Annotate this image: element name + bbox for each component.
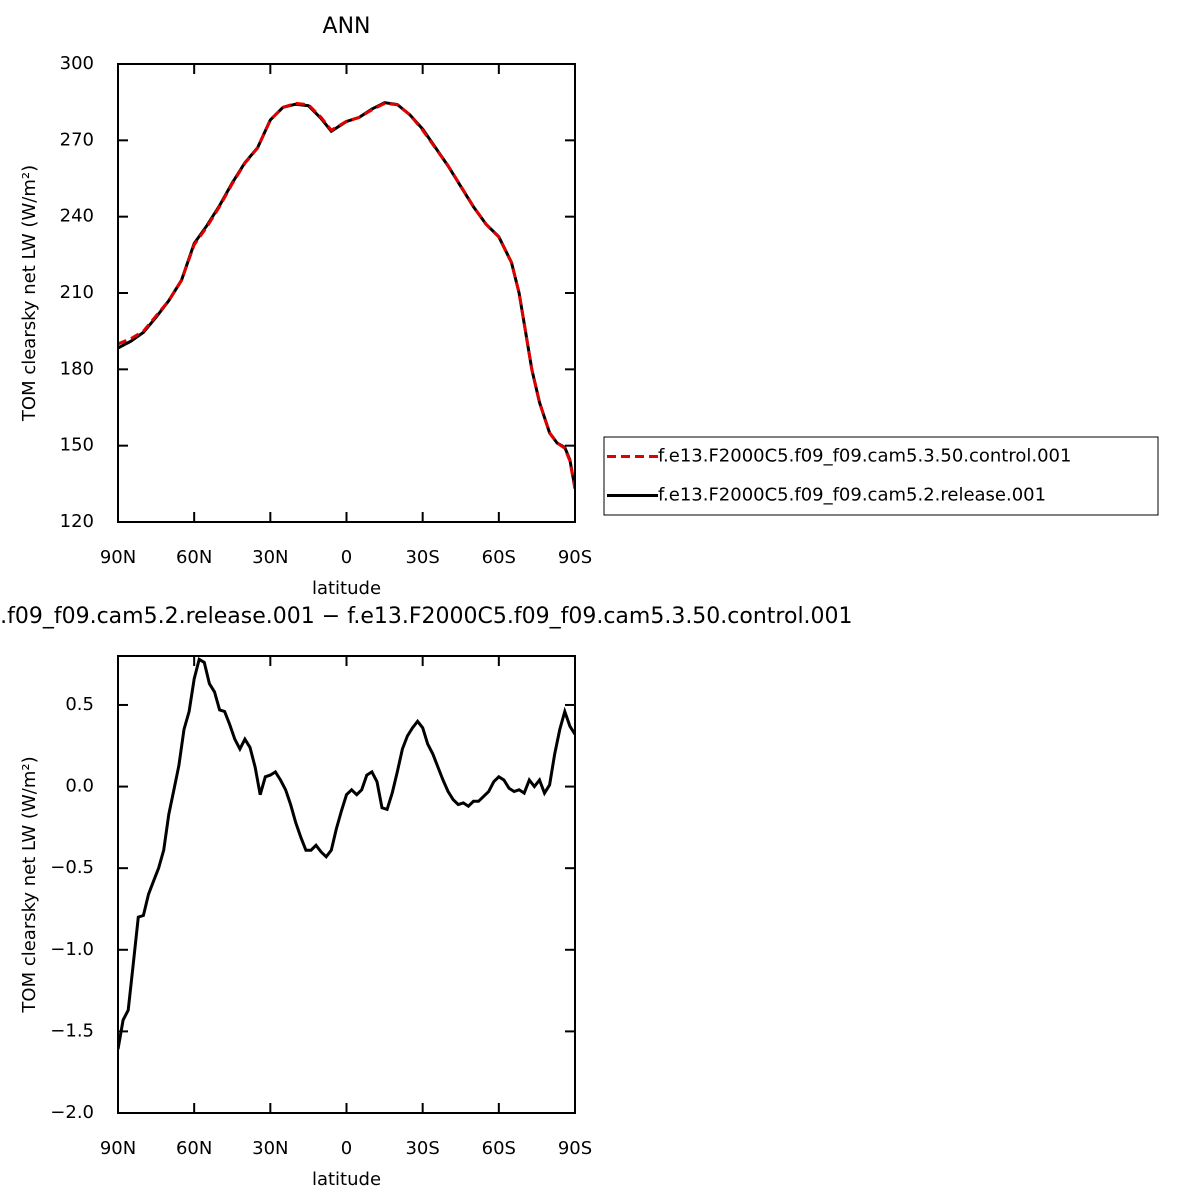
x-tick-label: 90N [100, 547, 136, 568]
y-tick-label: 210 [60, 282, 94, 303]
x-tick-label: 60N [176, 547, 212, 568]
plot-frame [117, 63, 576, 523]
x-tick-label: 30S [405, 547, 439, 568]
x-tick-label: 90S [558, 547, 592, 568]
data-line [118, 656, 575, 1050]
y-tick-label: −0.5 [50, 857, 94, 878]
y-tick-label: 0.0 [65, 776, 94, 797]
y-tick-label: −2.0 [50, 1102, 94, 1123]
chart-title: f.e13.F2000C5.f09_f09.cam5.2.release.001… [0, 604, 853, 629]
x-tick-label: 30N [252, 547, 288, 568]
plot-frame [117, 655, 576, 1114]
x-tick-label: 0 [341, 1138, 352, 1159]
y-tick-label: 270 [60, 129, 94, 150]
x-tick-label: 0 [341, 547, 352, 568]
legend-label: f.e13.F2000C5.f09_f09.cam5.2.release.001 [658, 485, 1046, 506]
y-tick-label: −1.0 [50, 939, 94, 960]
x-tick-label: 30N [252, 1138, 288, 1159]
legend-box [603, 436, 1159, 516]
y-tick-label: 150 [60, 435, 94, 456]
legend-label: f.e13.F2000C5.f09_f09.cam5.3.50.control.… [658, 446, 1071, 467]
x-tick-label: 60S [482, 1138, 516, 1159]
data-line [118, 101, 575, 490]
y-tick-label: −1.5 [50, 1020, 94, 1041]
x-tick-label: 60N [176, 1138, 212, 1159]
data-line [118, 101, 575, 489]
x-tick-label: 30S [405, 1138, 439, 1159]
y-tick-label: 300 [60, 53, 94, 74]
y-tick-label: 120 [60, 511, 94, 532]
y-axis-label: TOM clearsky net LW (W/m²) [19, 165, 40, 422]
x-axis-label: latitude [312, 1169, 381, 1190]
x-tick-label: 90N [100, 1138, 136, 1159]
chart-title: ANN [323, 14, 371, 39]
y-tick-label: 180 [60, 358, 94, 379]
x-tick-label: 90S [558, 1138, 592, 1159]
x-axis-label: latitude [312, 578, 381, 599]
y-tick-label: 240 [60, 206, 94, 227]
y-axis-label: TOM clearsky net LW (W/m²) [19, 756, 40, 1013]
x-tick-label: 60S [482, 547, 516, 568]
y-tick-label: 0.5 [65, 694, 94, 715]
